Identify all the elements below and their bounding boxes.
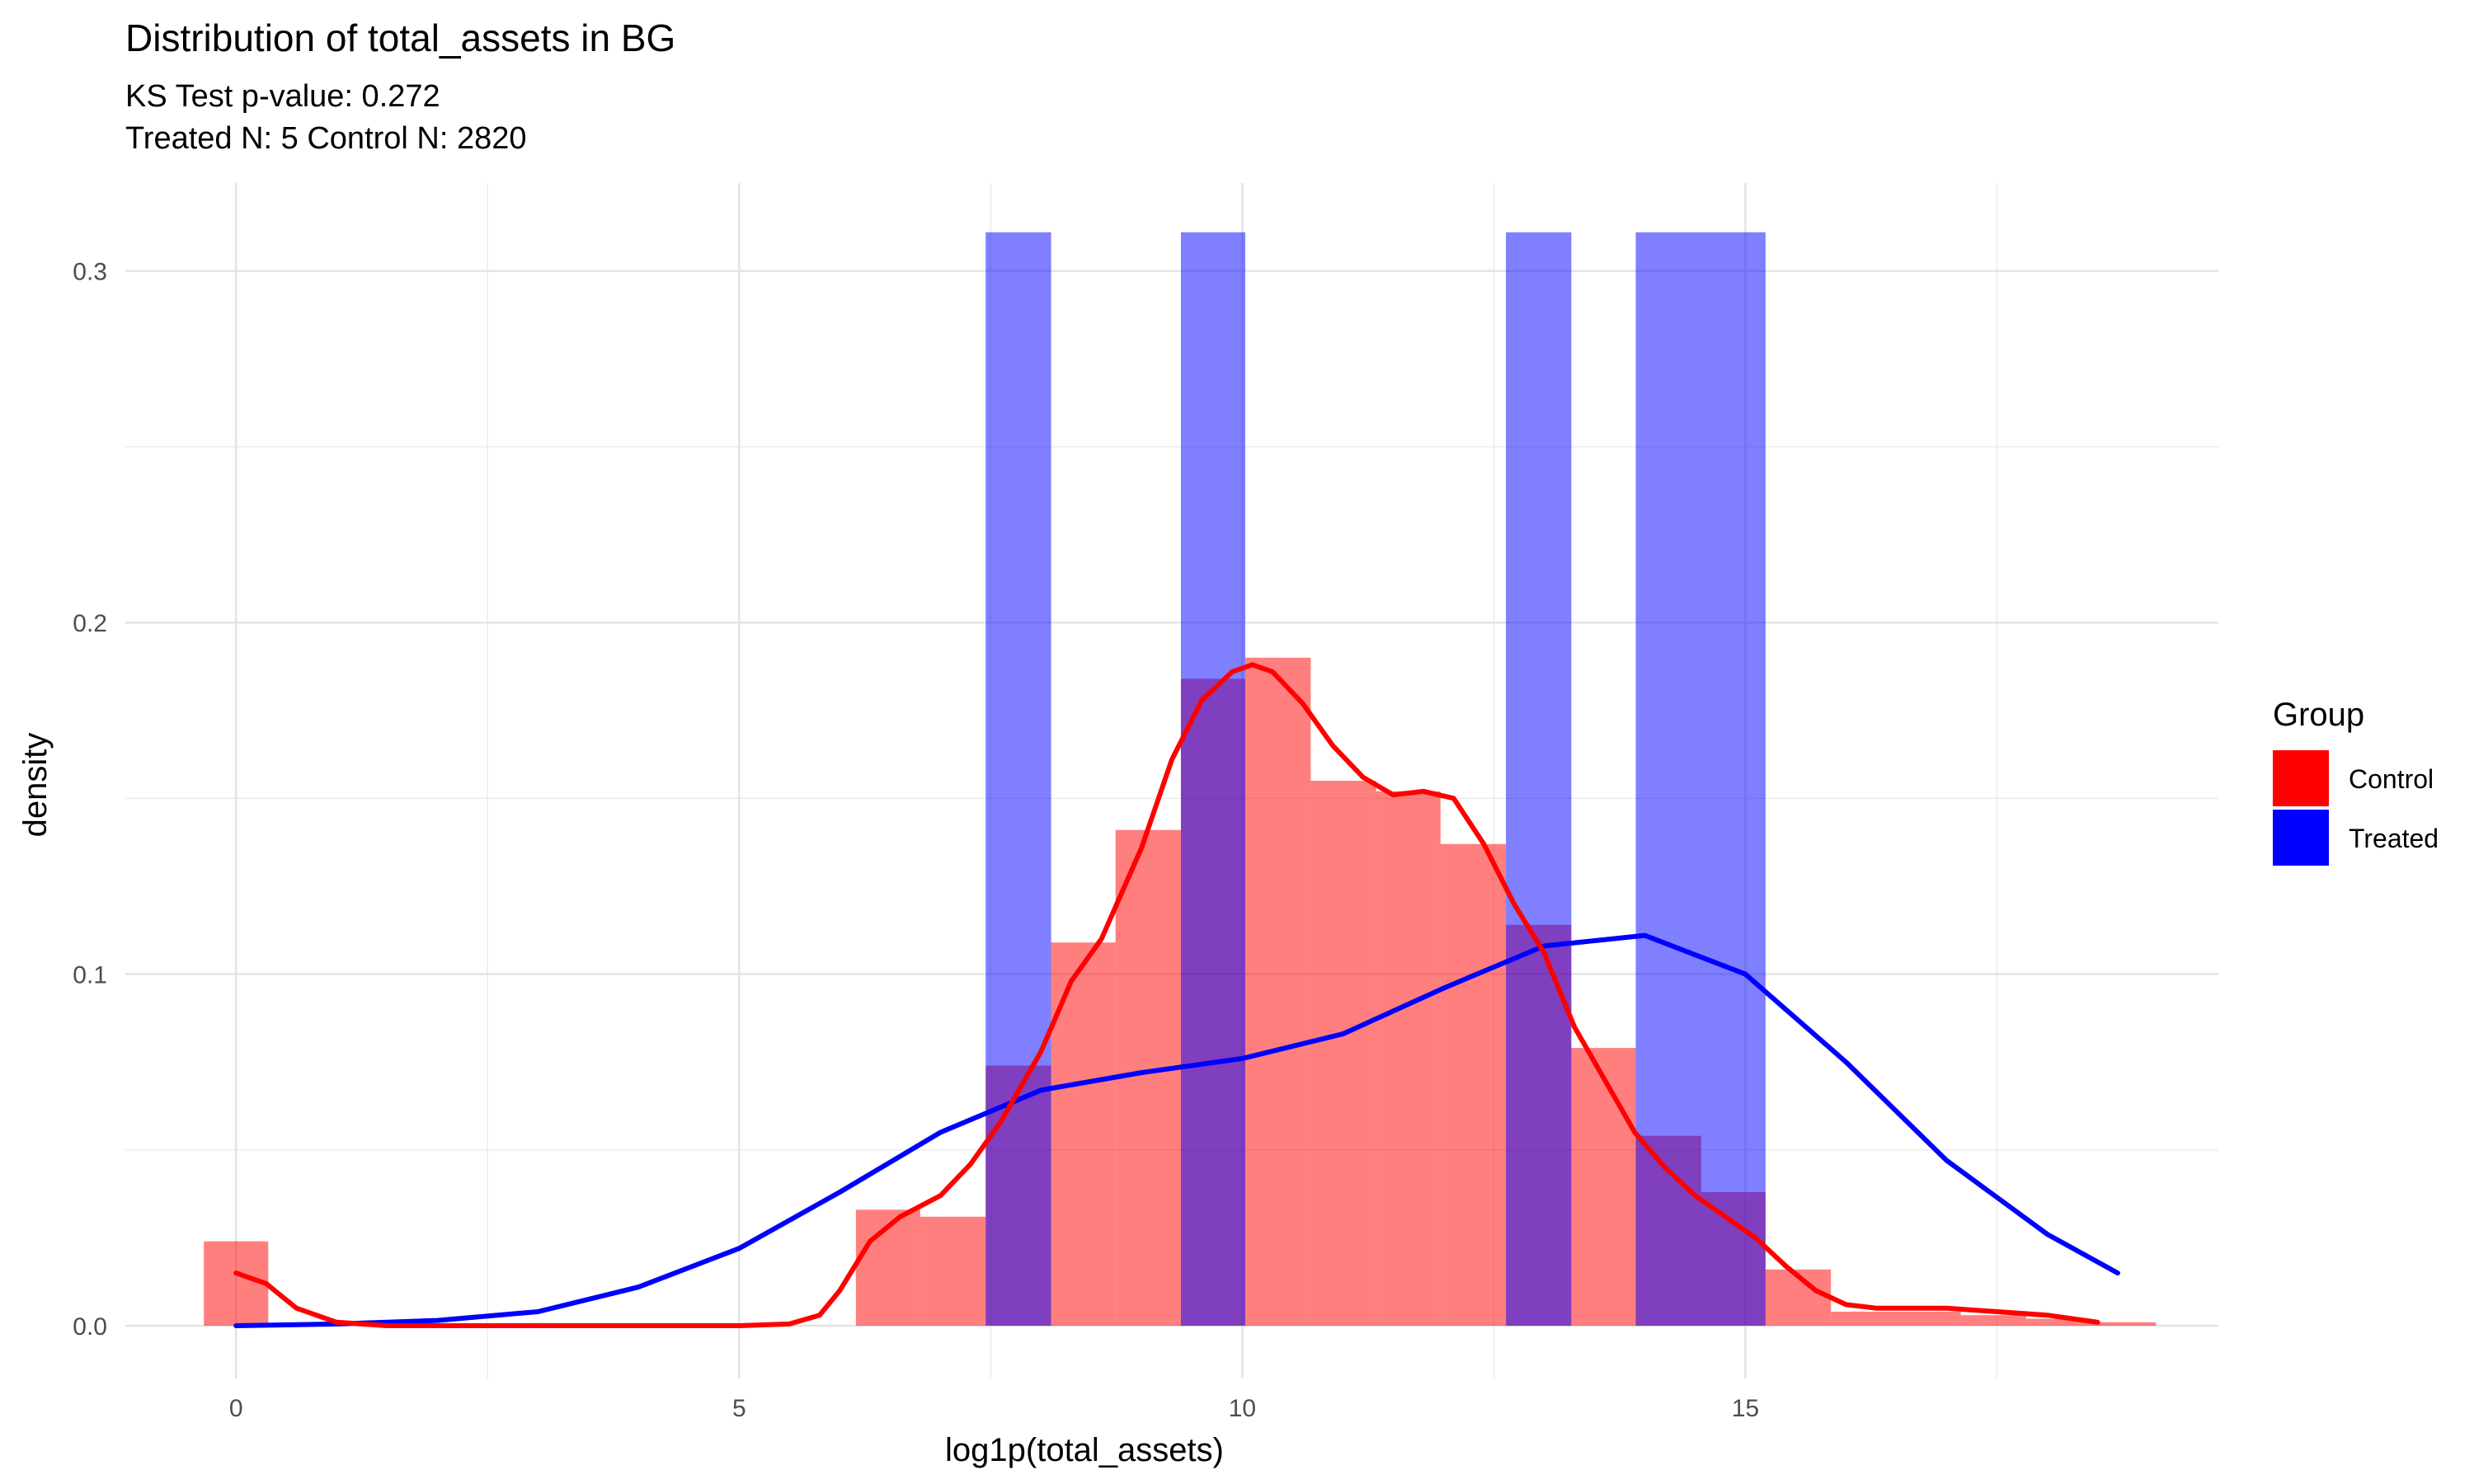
control-histogram-bar-19 [2025, 1318, 2092, 1327]
x-axis-ticks: 0 5 10 15 [229, 1395, 1759, 1422]
control-histogram-bar-5 [1115, 829, 1181, 1327]
legend-label-control: Control [2349, 764, 2434, 794]
control-histogram-bar-20 [2091, 1322, 2157, 1327]
treated-histogram-bar-1 [1180, 232, 1246, 1327]
y-axis-ticks: 0.0 0.1 0.2 0.3 [73, 259, 107, 1341]
control-histogram-bar-0 [204, 1241, 269, 1327]
treated-histogram-bar-0 [985, 232, 1051, 1327]
treated-density-curve [233, 932, 2120, 1328]
control-histogram-bar-7 [1245, 657, 1311, 1327]
x-axis-title: log1p(total_assets) [945, 1432, 1224, 1468]
control-histogram-bar-17 [1896, 1311, 1961, 1327]
y-tick-label: 0.0 [73, 1313, 107, 1341]
control-histogram-bar-18 [1960, 1315, 2026, 1327]
control-histogram-bar-10 [1440, 843, 1507, 1327]
chart-subtitle-line-2: Treated N: 5 Control N: 2820 [125, 121, 527, 156]
legend-key-treated [2273, 810, 2329, 866]
x-tick-label: 0 [229, 1395, 243, 1422]
legend: Group Control Treated [2273, 697, 2439, 866]
y-tick-label: 0.1 [73, 962, 107, 989]
control-histogram-bar-2 [920, 1216, 986, 1327]
density-curves [233, 662, 2120, 1328]
control-histogram-bar-16 [1831, 1311, 1897, 1327]
legend-title: Group [2273, 697, 2364, 733]
x-tick-label: 10 [1229, 1395, 1256, 1422]
control-histogram-bar-9 [1376, 791, 1441, 1327]
legend-label-treated: Treated [2349, 824, 2439, 853]
y-axis-title: density [17, 733, 54, 838]
x-tick-label: 15 [1732, 1395, 1759, 1422]
y-tick-label: 0.3 [73, 259, 107, 286]
y-tick-label: 0.2 [73, 610, 107, 637]
legend-key-control [2273, 750, 2329, 806]
control-density-curve [233, 662, 2100, 1328]
histogram-bars [204, 232, 2157, 1327]
x-tick-label: 5 [732, 1395, 746, 1422]
control-histogram-bar-8 [1310, 781, 1376, 1327]
treated-histogram-bar-3 [1635, 232, 1766, 1327]
chart-title: Distribution of total_assets in BG [125, 16, 675, 59]
treated-histogram-bar-2 [1506, 232, 1572, 1327]
control-histogram-bar-12 [1571, 1048, 1636, 1327]
chart-subtitle-line-1: KS Test p-value: 0.272 [125, 79, 440, 114]
